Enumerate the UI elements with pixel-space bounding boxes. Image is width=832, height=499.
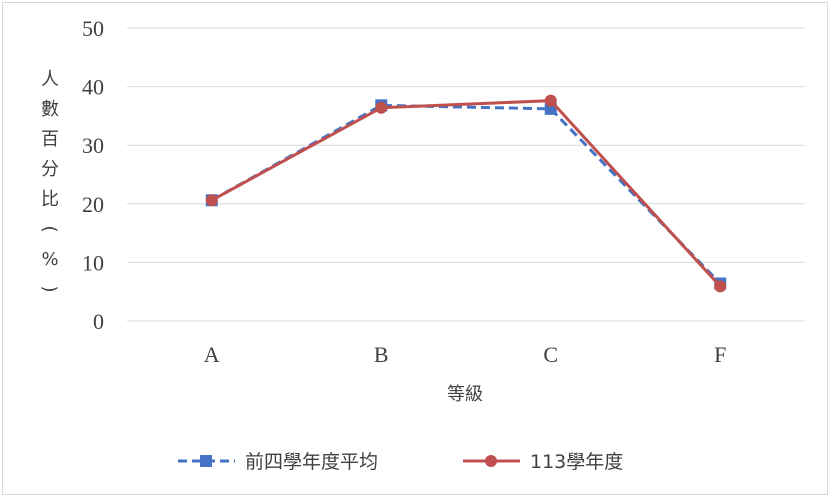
data-point	[714, 280, 727, 293]
y-tick-label: 50	[82, 16, 104, 41]
y-axis-label-char: 數	[41, 99, 59, 120]
y-axis-label-char: 分	[41, 159, 59, 180]
data-point	[205, 194, 218, 207]
x-tick-label: F	[714, 342, 726, 367]
y-axis-ticks: 0 10 20 30 40 50	[82, 16, 104, 334]
series-1	[205, 99, 727, 290]
y-tick-label: 30	[82, 133, 104, 158]
gridlines	[127, 27, 805, 322]
y-axis-label-char: 比	[41, 189, 59, 210]
y-tick-label: 0	[93, 309, 104, 334]
series-layer	[205, 94, 727, 293]
series-2	[205, 94, 727, 293]
legend-item: 113學年度	[463, 451, 623, 473]
y-axis-label-char: 百	[41, 129, 59, 150]
data-point	[375, 101, 388, 114]
x-tick-label: C	[543, 342, 558, 367]
y-axis-label-char: )	[39, 285, 60, 292]
y-axis-label-char: 人	[41, 69, 59, 90]
legend-marker	[200, 455, 212, 467]
y-tick-label: 10	[82, 250, 104, 275]
legend-label: 前四學年度平均	[245, 451, 378, 473]
y-axis-label-char: %	[41, 249, 58, 270]
x-axis-label: 等級	[447, 384, 483, 405]
legend-marker	[485, 455, 497, 467]
legend: 前四學年度平均 113學年度	[178, 451, 623, 473]
y-axis-label-char: (	[39, 225, 60, 232]
x-tick-label: B	[374, 342, 389, 367]
legend-label: 113學年度	[530, 451, 623, 473]
data-point	[544, 94, 557, 107]
x-tick-label: A	[204, 342, 220, 367]
series-line	[211, 103, 722, 285]
y-tick-label: 40	[82, 75, 104, 100]
y-tick-label: 20	[82, 192, 104, 217]
series-line	[211, 99, 722, 288]
legend-item: 前四學年度平均	[178, 451, 378, 473]
